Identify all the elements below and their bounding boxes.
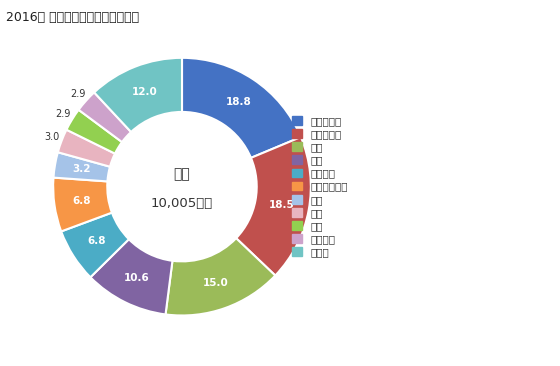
Text: 10.6: 10.6 xyxy=(124,273,150,283)
Text: 2016年 輸出相手国のシェア（％）: 2016年 輸出相手国のシェア（％） xyxy=(6,11,139,24)
Wedge shape xyxy=(166,238,276,315)
Text: 総額: 総額 xyxy=(174,167,190,181)
Text: 15.0: 15.0 xyxy=(203,277,229,288)
Wedge shape xyxy=(54,152,110,182)
Text: 2.9: 2.9 xyxy=(71,89,86,99)
Wedge shape xyxy=(78,93,131,142)
Wedge shape xyxy=(53,178,112,231)
Text: 18.8: 18.8 xyxy=(226,97,251,107)
Text: 10,005万円: 10,005万円 xyxy=(151,197,213,210)
Text: 2.9: 2.9 xyxy=(55,109,71,119)
Text: 12.0: 12.0 xyxy=(132,87,157,97)
Wedge shape xyxy=(58,130,115,167)
Text: 18.5: 18.5 xyxy=(269,200,295,210)
Text: 3.2: 3.2 xyxy=(72,164,91,175)
Wedge shape xyxy=(67,110,122,154)
Text: 6.8: 6.8 xyxy=(87,236,105,246)
Text: 6.8: 6.8 xyxy=(72,196,91,206)
Text: 3.0: 3.0 xyxy=(44,132,59,142)
Wedge shape xyxy=(236,137,311,276)
Wedge shape xyxy=(94,58,182,132)
Wedge shape xyxy=(61,213,129,277)
Wedge shape xyxy=(90,239,172,314)
Wedge shape xyxy=(182,58,301,158)
Legend: マレーシア, フィリピン, 中国, 台湾, ベトナム, インドネシア, 米国, 香港, タイ, ブータン, その他: マレーシア, フィリピン, 中国, 台湾, ベトナム, インドネシア, 米国, … xyxy=(290,114,349,259)
